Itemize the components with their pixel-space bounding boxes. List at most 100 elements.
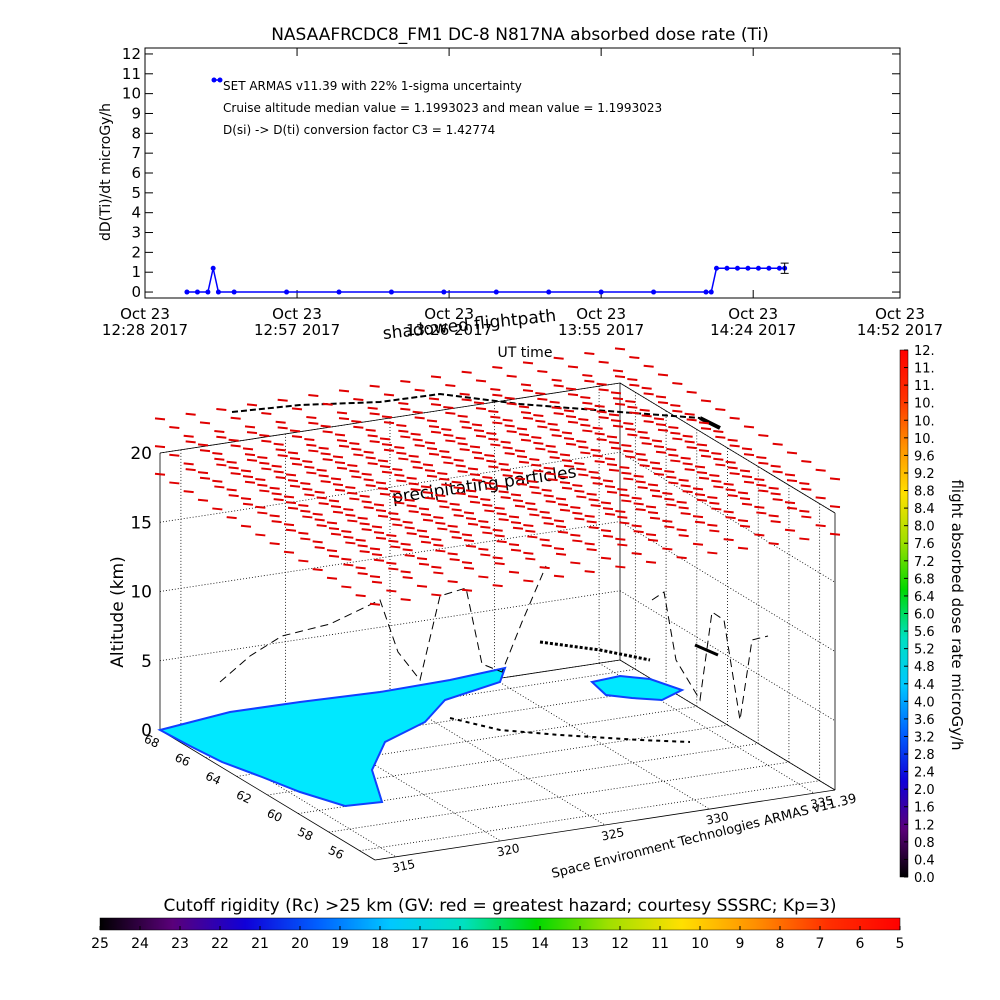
- particle-dash: [506, 402, 517, 406]
- particle-dash: [273, 498, 284, 502]
- particle-dash: [433, 571, 444, 575]
- particle-dash: [563, 437, 575, 441]
- particle-dash: [365, 484, 376, 488]
- particle-dash: [341, 530, 352, 534]
- particle-dash: [377, 514, 389, 518]
- particle-dash: [420, 513, 432, 517]
- particle-dash: [365, 428, 376, 432]
- particle-dash: [576, 495, 587, 499]
- particle-dash: [410, 460, 421, 464]
- particle-dash: [629, 411, 640, 415]
- particle-dash: [445, 384, 456, 388]
- particle-dash: [257, 456, 268, 460]
- particle-dash: [606, 435, 618, 439]
- particle-dash: [426, 447, 438, 451]
- particle-dash: [590, 448, 601, 452]
- particle-dash: [680, 512, 691, 516]
- particle-dash: [786, 479, 798, 483]
- colorbar-tick-label: 13: [571, 936, 589, 952]
- particle-dash: [512, 499, 524, 503]
- particle-dash: [400, 542, 411, 546]
- particle-dash: [408, 482, 419, 486]
- particle-dash: [786, 506, 798, 510]
- particle-dash: [418, 562, 430, 566]
- point: [441, 289, 447, 295]
- particle-dash: [357, 516, 368, 520]
- particle-dash: [400, 570, 411, 574]
- particle-dash: [300, 482, 311, 486]
- particle-dash: [662, 492, 673, 496]
- point: [734, 265, 740, 271]
- particle-dash: [379, 437, 391, 441]
- particle-dash: [653, 445, 665, 449]
- particle-dash: [291, 435, 303, 439]
- particle-dash: [277, 454, 288, 458]
- particle-dash: [617, 488, 628, 492]
- particle-dash: [520, 438, 532, 442]
- colorbar-tick-label: 4.4: [914, 678, 935, 693]
- particle-dash: [741, 447, 753, 451]
- point: [776, 265, 782, 271]
- particle-dash: [334, 433, 346, 437]
- particle-dash: [392, 523, 403, 527]
- particle-dash: [502, 446, 513, 450]
- lat-tick-label: 62: [234, 787, 254, 806]
- particle-dash: [463, 566, 475, 570]
- particle-dash: [514, 477, 526, 481]
- colorbar-tick-label: 12: [611, 936, 629, 952]
- particle-dash: [672, 409, 683, 413]
- particle-dash: [582, 429, 593, 433]
- particle-dash: [341, 557, 352, 561]
- particle-dash: [541, 488, 552, 492]
- particle-dash: [694, 520, 706, 524]
- particle-dash: [502, 418, 513, 422]
- particle-dash: [478, 575, 489, 579]
- particle-dash: [490, 443, 501, 447]
- particle-dash: [336, 411, 348, 415]
- particle-dash: [406, 532, 417, 536]
- particle-dash: [492, 421, 503, 425]
- lat-tick-label: 66: [173, 750, 193, 769]
- particle-dash: [302, 515, 313, 519]
- colorbar-tick-label: 22: [211, 936, 229, 952]
- particle-dash: [504, 452, 515, 456]
- particle-dash: [244, 480, 256, 484]
- particle-dash: [320, 452, 331, 456]
- particle-dash: [584, 352, 595, 356]
- particle-dash: [784, 473, 796, 477]
- legend-marker: [217, 77, 223, 83]
- particle-dash: [431, 593, 442, 597]
- particle-dash: [463, 511, 475, 515]
- particle-dash: [768, 514, 779, 518]
- particle-dash: [428, 452, 440, 456]
- particle-dash: [420, 540, 432, 544]
- lat-tick-label: 68: [142, 732, 162, 751]
- particle-dash: [549, 428, 560, 432]
- particle-dash: [183, 434, 194, 438]
- particle-dash: [183, 462, 194, 466]
- particle-dash: [480, 525, 491, 529]
- particle-dash: [598, 388, 609, 392]
- particle-dash: [756, 483, 767, 487]
- particle-dash: [758, 461, 769, 465]
- particle-dash: [412, 466, 423, 470]
- particle-dash: [641, 442, 652, 446]
- colorbar-tick-label: 11.: [914, 379, 935, 394]
- y-tick-label: 3: [131, 224, 141, 242]
- colorbar-tick-label: 5: [896, 936, 905, 952]
- particle-dash: [332, 510, 344, 514]
- colorbar-tick-label: 6: [856, 936, 865, 952]
- particle-dash: [508, 570, 520, 574]
- point: [184, 289, 190, 295]
- particle-dash: [351, 447, 362, 451]
- particle-dash: [402, 520, 413, 524]
- colorbar-tick-label: 1.2: [914, 818, 935, 833]
- particle-dash: [283, 495, 295, 499]
- particle-dash: [539, 510, 550, 514]
- particle-dash: [555, 497, 567, 501]
- particle-dash: [684, 468, 695, 472]
- particle-dash: [696, 471, 708, 475]
- particle-dash: [488, 410, 499, 414]
- particle-dash: [431, 538, 442, 542]
